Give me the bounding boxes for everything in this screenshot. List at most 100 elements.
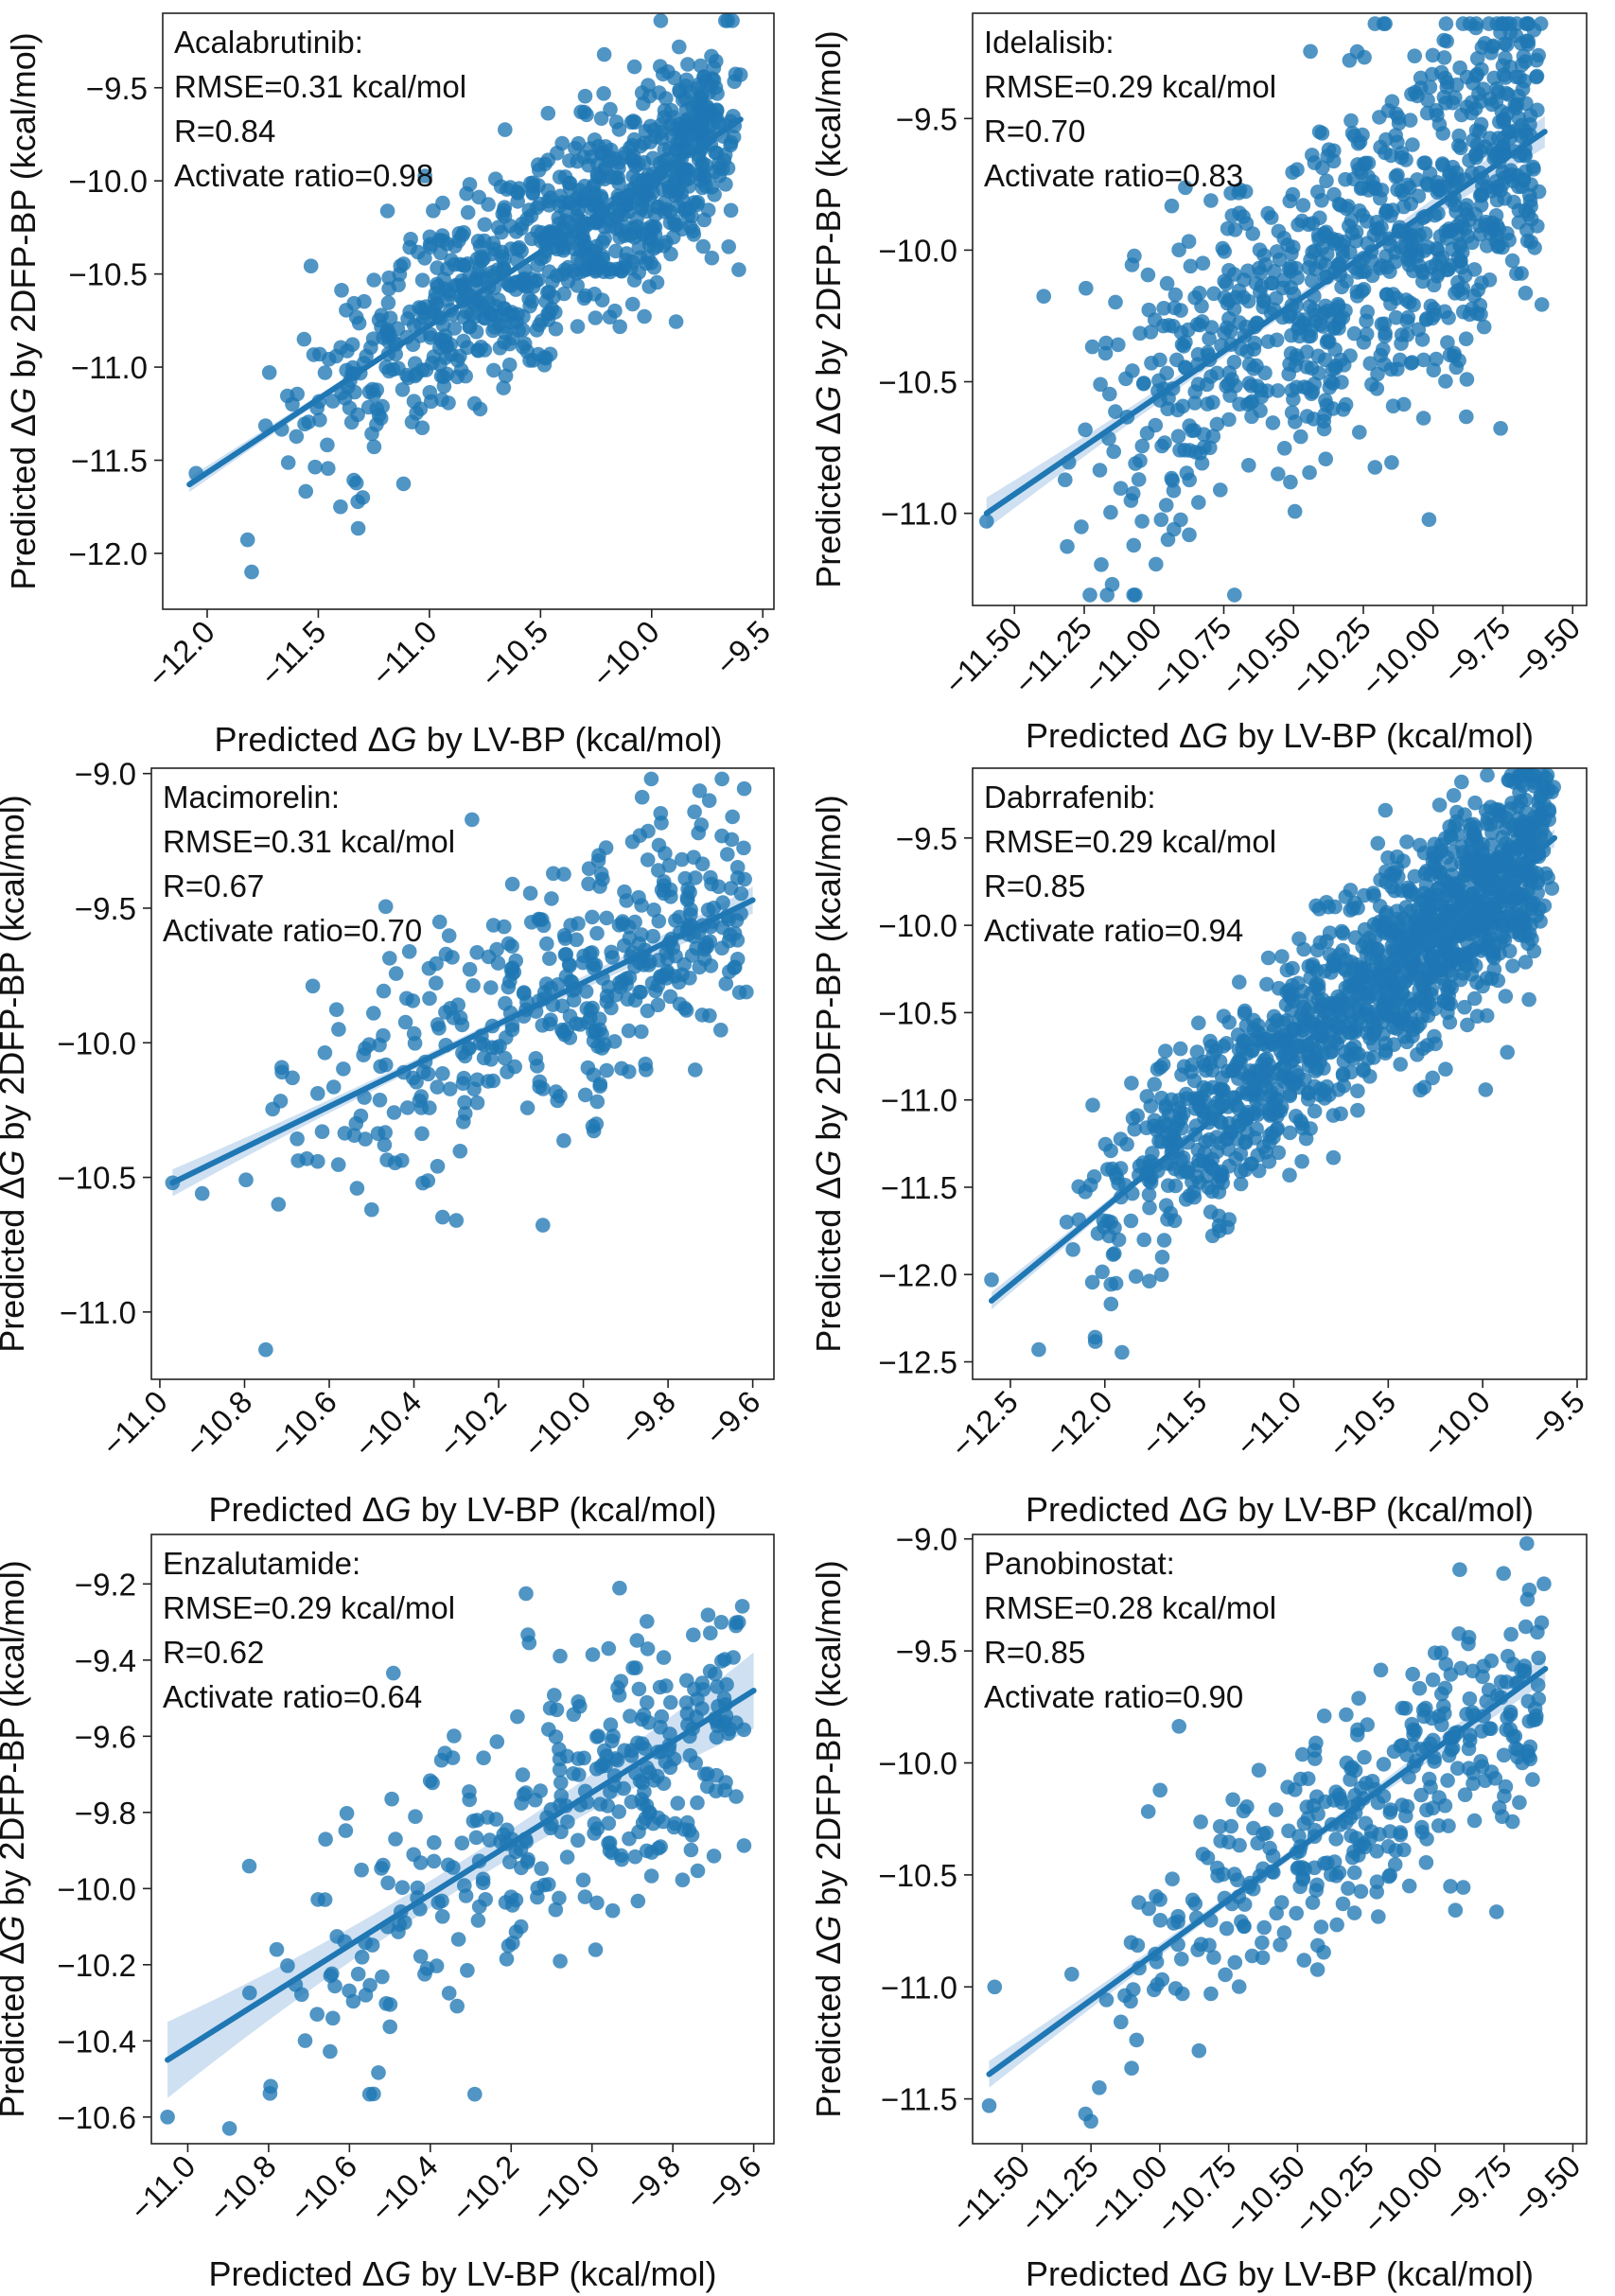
scatter-point — [627, 1849, 643, 1865]
scatter-point — [1103, 1296, 1119, 1312]
scatter-point — [1170, 429, 1186, 445]
scatter-point — [1317, 1794, 1333, 1810]
scatter-point — [1131, 472, 1147, 487]
scatter-point — [447, 321, 463, 336]
scatter-point — [1231, 1042, 1247, 1058]
scatter-point — [1536, 1576, 1552, 1591]
scatter-point — [1407, 48, 1422, 63]
y-tick-label: −9.5 — [86, 71, 148, 106]
scatter-point — [1466, 288, 1482, 304]
scatter-point — [589, 168, 606, 184]
scatter-point — [1165, 1871, 1180, 1886]
scatter-point — [1213, 1833, 1228, 1849]
scatter-point — [709, 1729, 725, 1745]
scatter-point — [552, 1762, 568, 1778]
scatter-point — [1446, 788, 1462, 803]
scatter-point — [528, 1051, 544, 1066]
y-tick-label: −11.0 — [71, 350, 148, 385]
scatter-point — [561, 176, 577, 191]
scatter-point — [1260, 950, 1276, 966]
scatter-point — [1298, 1130, 1314, 1147]
scatter-point — [1318, 393, 1333, 409]
scatter-point — [1106, 444, 1121, 460]
scatter-point — [498, 1895, 514, 1910]
scatter-point — [514, 1796, 529, 1811]
scatter-point — [606, 1034, 623, 1049]
scatter-point — [1466, 990, 1483, 1007]
scatter-point — [441, 395, 456, 411]
scatter-point — [1433, 843, 1449, 858]
scatter-point — [1059, 1215, 1075, 1230]
scatter-point — [1406, 1722, 1421, 1738]
scatter-point — [194, 1185, 210, 1201]
scatter-point — [1433, 971, 1449, 986]
scatter-point — [1204, 1228, 1220, 1244]
scatter-point — [331, 1022, 346, 1037]
scatter-point — [720, 13, 735, 28]
scatter-point — [539, 936, 554, 952]
scatter-point — [693, 58, 709, 74]
scatter-point — [1338, 171, 1353, 187]
scatter-point — [1526, 22, 1542, 38]
scatter-point — [1316, 1709, 1332, 1724]
y-tick-label: −11.5 — [71, 444, 148, 479]
scatter-point — [677, 870, 693, 886]
scatter-point — [1160, 401, 1175, 417]
scatter-point — [530, 257, 546, 273]
scatter-point — [1382, 264, 1397, 279]
scatter-point — [1308, 1883, 1324, 1898]
scatter-point — [703, 1625, 718, 1640]
scatter-point — [1326, 186, 1342, 202]
scatter-point — [698, 157, 714, 173]
scatter-point — [1271, 1145, 1287, 1161]
scatter-point — [1202, 1204, 1219, 1219]
scatter-point — [1415, 273, 1431, 289]
x-axis-label: Predicted ΔG by LV-BP (kcal/mol) — [1026, 716, 1534, 755]
scatter-point — [1219, 1920, 1235, 1937]
scatter-point — [489, 941, 504, 957]
scatter-point — [1114, 2014, 1129, 2030]
chart-panel: −11.5 −11.0 −10.5 −10.0 −9.5 −9.0 −11.50−11.25… — [809, 1522, 1588, 2293]
scatter-point — [1451, 353, 1466, 368]
scatter-point — [688, 1062, 703, 1078]
scatter-point — [501, 357, 518, 373]
scatter-point — [1376, 16, 1392, 31]
scatter-point — [1433, 1645, 1449, 1660]
scatter-point — [620, 991, 636, 1007]
scatter-point — [310, 1153, 325, 1169]
y-tick-label: −11.5 — [881, 2082, 957, 2117]
scatter-point — [465, 812, 480, 828]
scatter-point — [386, 1105, 402, 1120]
scatter-point — [572, 1699, 588, 1714]
scatter-point — [562, 958, 577, 973]
scatter-point — [426, 1853, 442, 1869]
scatter-point — [634, 1024, 649, 1040]
annotation-activate-ratio: Activate ratio=0.98 — [174, 158, 433, 193]
scatter-point — [435, 1066, 450, 1081]
scatter-point — [1276, 1015, 1292, 1031]
scatter-point — [1526, 767, 1542, 783]
scatter-point — [721, 238, 736, 254]
scatter-point — [1125, 485, 1141, 501]
y-tick-label: −11.0 — [60, 1295, 136, 1330]
scatter-point — [1482, 272, 1498, 288]
scatter-point — [1187, 395, 1202, 411]
scatter-point — [553, 1788, 569, 1804]
scatter-point — [1318, 451, 1333, 467]
scatter-point — [1282, 1167, 1297, 1183]
scatter-point — [1190, 1942, 1205, 1957]
scatter-point — [1205, 429, 1221, 445]
scatter-point — [1185, 1892, 1201, 1908]
scatter-point — [1495, 926, 1510, 941]
scatter-point — [450, 1932, 466, 1947]
scatter-point — [471, 1899, 487, 1915]
scatter-point — [1466, 826, 1483, 842]
scatter-point — [1311, 232, 1326, 247]
scatter-point — [1334, 923, 1349, 939]
scatter-point — [1158, 498, 1174, 513]
scatter-point — [692, 783, 708, 798]
scatter-point — [449, 369, 465, 385]
scatter-point — [1261, 1154, 1277, 1169]
scatter-point — [1203, 1986, 1219, 2002]
scatter-point — [676, 123, 692, 139]
